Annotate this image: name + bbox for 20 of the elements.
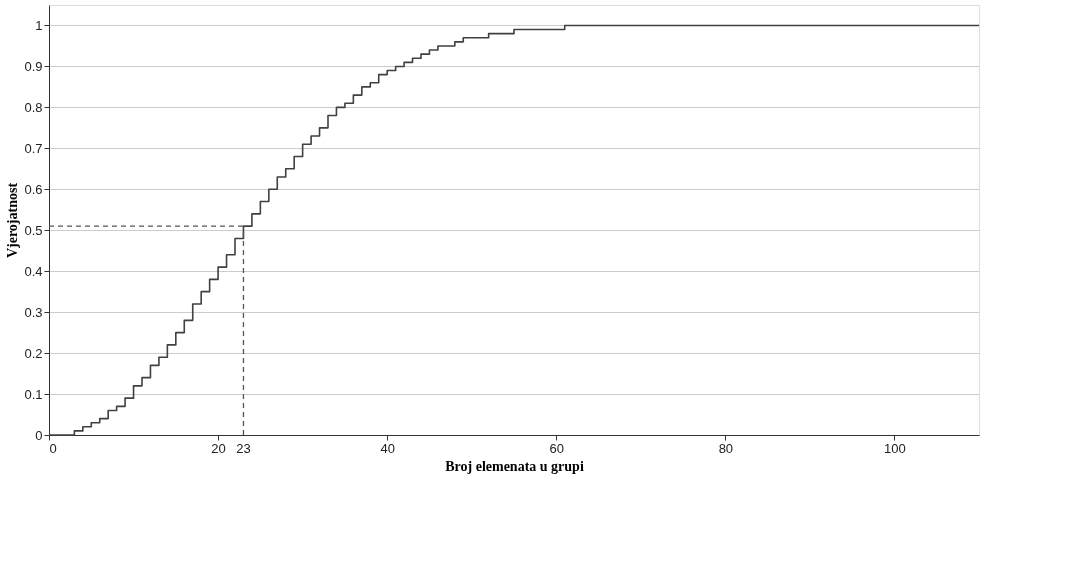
- y-axis-title: Vjerojatnost: [5, 182, 21, 259]
- y-tick-label: 0.6: [24, 181, 43, 197]
- x-tick-label: 80: [718, 440, 734, 456]
- y-tick-label: 0.5: [24, 222, 43, 238]
- y-tick-label: 0.1: [24, 386, 43, 402]
- y-tick-label: 0.2: [24, 345, 43, 361]
- y-tick-label: 0.8: [24, 99, 43, 115]
- x-axis-title: Broj elemenata u grupi: [445, 458, 584, 474]
- x-tick-label: 100: [884, 440, 906, 456]
- y-tick-label: 0.3: [24, 304, 43, 320]
- ref-line-label: 23: [236, 441, 251, 456]
- y-tick-label: 0: [35, 427, 43, 443]
- y-tick-label: 0.7: [24, 140, 43, 156]
- y-tick-label: 0.4: [24, 263, 43, 279]
- x-tick-label: 0: [49, 440, 57, 456]
- y-tick-label: 0.9: [24, 58, 43, 74]
- x-tick-label: 20: [211, 440, 226, 456]
- y-tick-label: 1: [35, 17, 43, 33]
- x-tick-label: 60: [549, 440, 565, 456]
- x-tick-label: 40: [380, 440, 395, 456]
